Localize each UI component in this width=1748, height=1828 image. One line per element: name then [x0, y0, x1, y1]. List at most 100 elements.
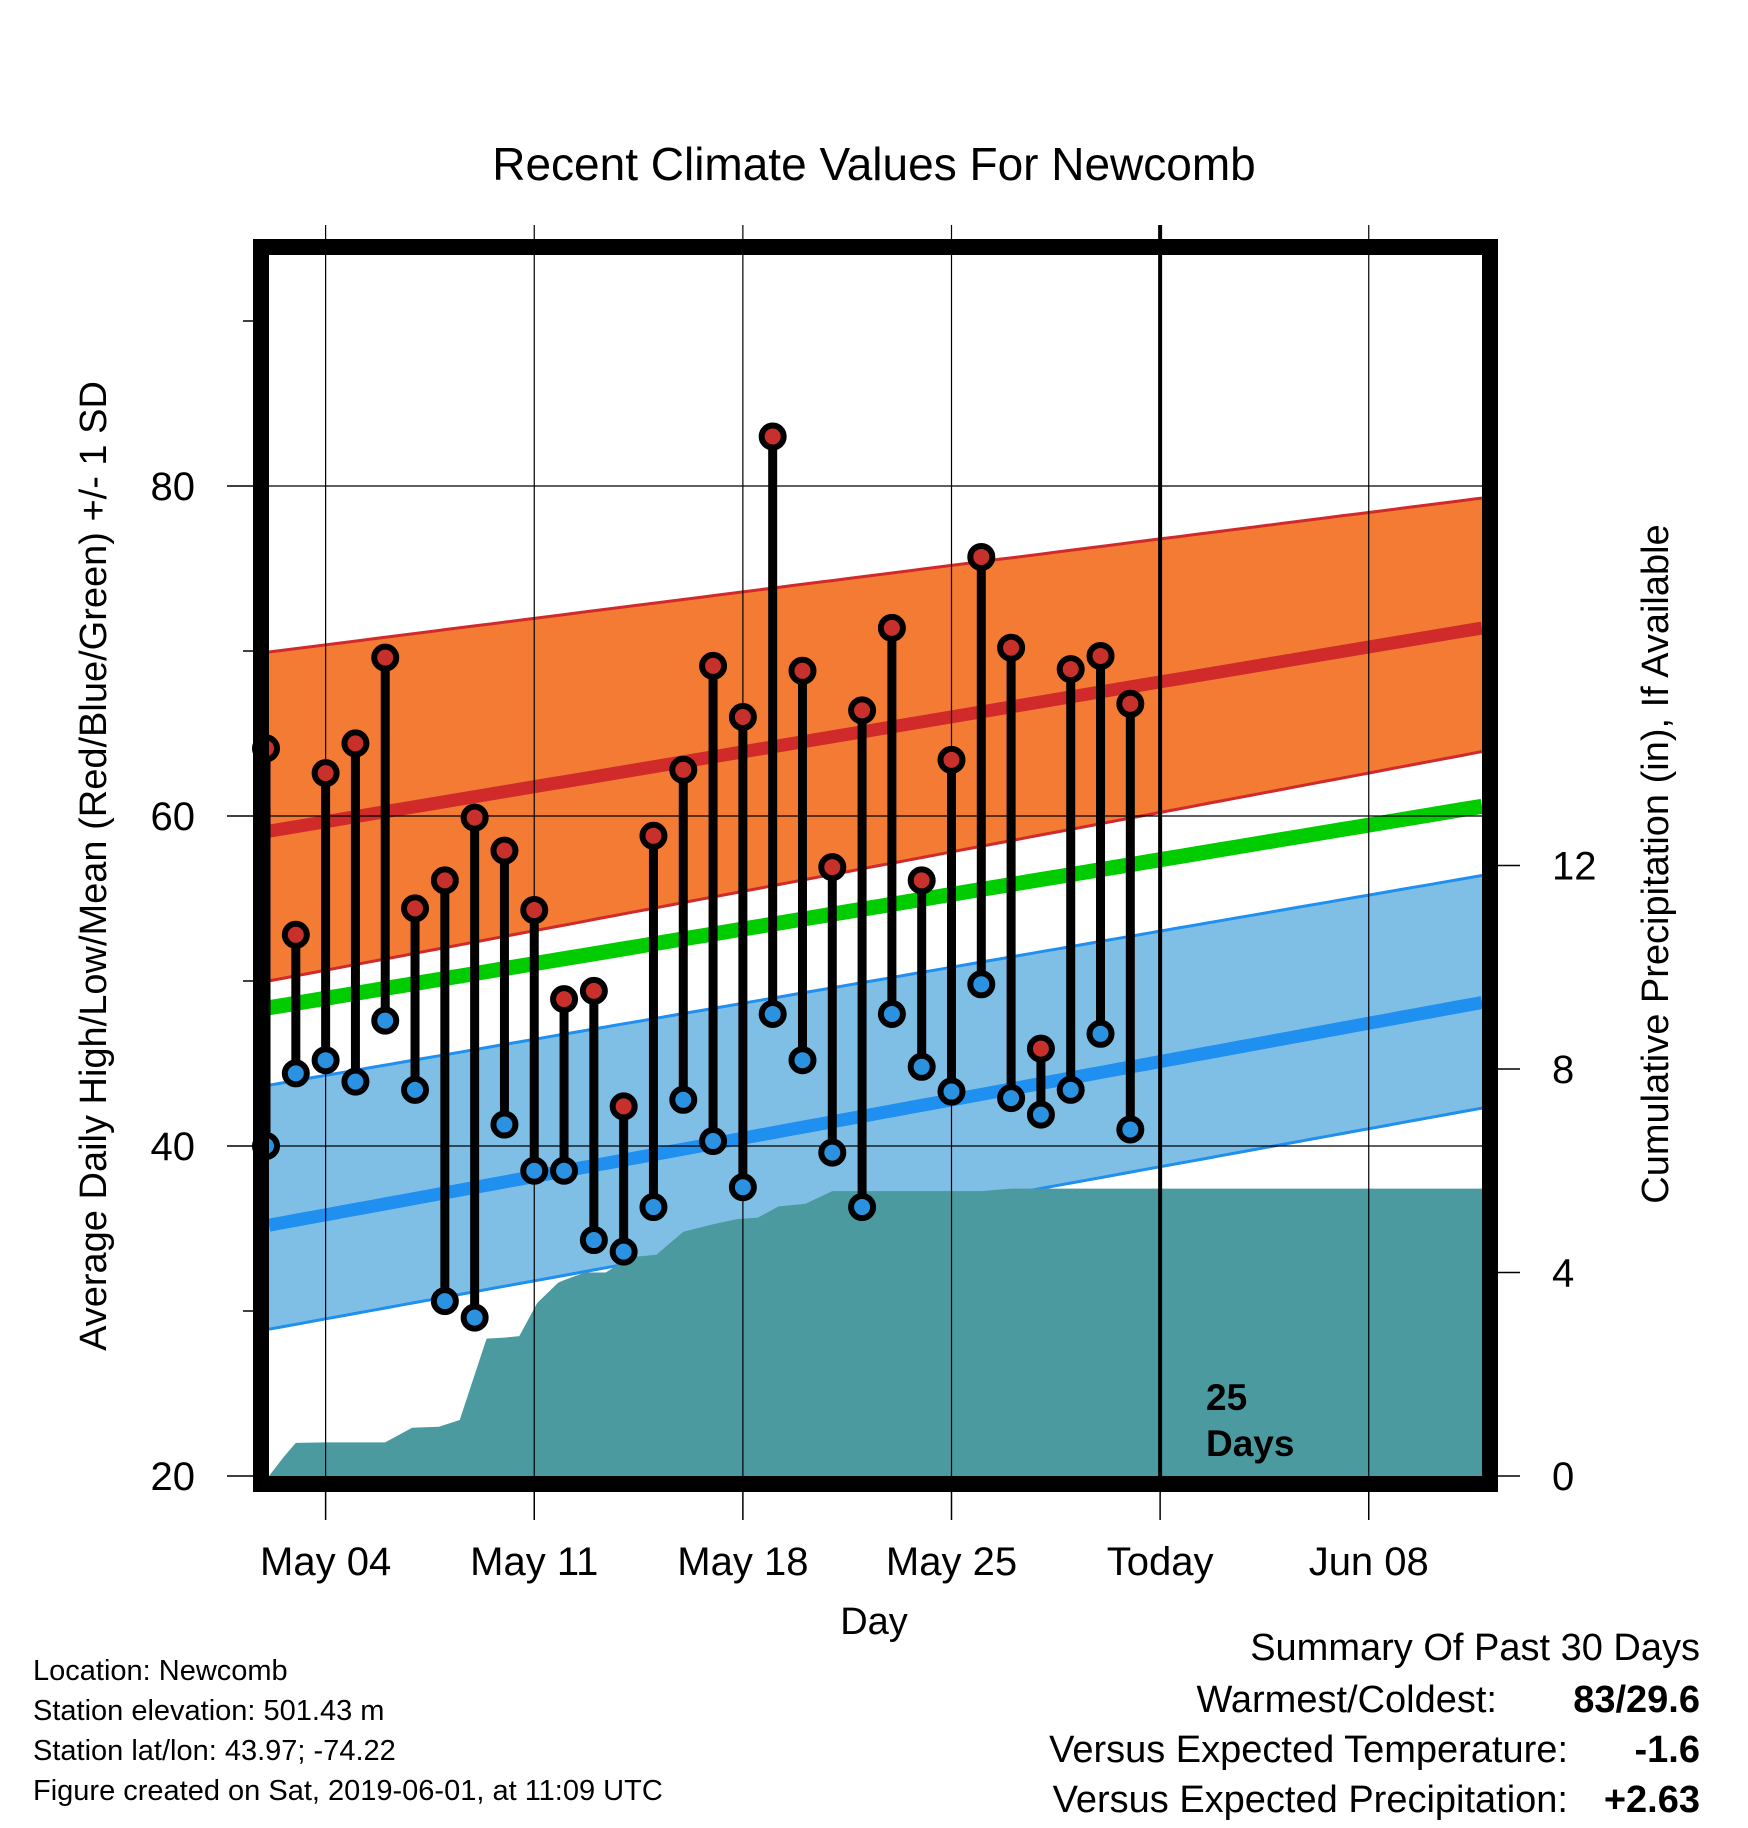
daily-high-point	[639, 821, 668, 850]
daily-low-point	[877, 1000, 906, 1028]
daily-high-point	[430, 866, 459, 895]
daily-high-point	[788, 656, 817, 685]
left-tick-label: 60	[151, 795, 196, 839]
daily-high-point	[401, 894, 430, 923]
daily-high-point	[967, 542, 996, 571]
daily-low-point	[967, 970, 996, 999]
daily-high-point	[877, 613, 906, 642]
x-tick-label: Today	[1107, 1540, 1214, 1584]
plot-frame	[253, 239, 1498, 1492]
daily-high-point	[371, 643, 400, 672]
daily-low-point	[818, 1138, 847, 1167]
daily-high-point	[1026, 1034, 1055, 1063]
x-tick-label: May 04	[260, 1540, 391, 1584]
figure-created: Figure created on Sat, 2019-06-01, at 11…	[33, 1775, 663, 1807]
x-tick-label: May 11	[470, 1540, 598, 1584]
daily-temperature-marks	[252, 422, 1145, 1332]
daily-high-point	[848, 696, 877, 725]
plot-content	[267, 496, 1484, 1476]
right-tick-label: 12	[1552, 845, 1597, 889]
daily-low-point	[937, 1077, 966, 1106]
daily-low-point	[907, 1052, 936, 1081]
temp-anomaly-value: -1.6	[1635, 1729, 1700, 1771]
x-tick-label: Jun 08	[1309, 1540, 1429, 1584]
daily-low-point	[550, 1156, 579, 1185]
daily-low-point	[699, 1127, 728, 1156]
left-tick-label: 20	[151, 1455, 196, 1499]
station-info: Location: Newcomb Station elevation: 501…	[33, 1655, 663, 1807]
daily-high-point	[997, 633, 1026, 662]
right-tick-label: 8	[1552, 1048, 1574, 1092]
daily-high-point	[281, 920, 310, 949]
high-normal-mean-line	[267, 621, 1484, 838]
daily-low-point	[341, 1067, 370, 1096]
high-band-upper-edge	[268, 496, 1483, 654]
daily-high-point	[490, 836, 519, 865]
daily-high-point	[1056, 655, 1085, 684]
daily-low-point	[728, 1173, 757, 1202]
daily-low-point	[758, 1000, 787, 1028]
daily-low-point	[401, 1075, 430, 1104]
daily-high-point	[758, 422, 787, 451]
daily-low-point	[371, 1006, 400, 1035]
daily-high-point	[669, 755, 698, 784]
daily-low-point	[609, 1237, 638, 1266]
today-days-unit: Days	[1206, 1423, 1294, 1464]
left-tick-label: 40	[151, 1125, 196, 1169]
daily-high-point	[460, 803, 489, 832]
left-tick-label: 80	[151, 465, 196, 509]
high-normal-band	[269, 498, 1482, 981]
precip-anomaly-label: Versus Expected Precipitation:	[1053, 1779, 1568, 1821]
daily-high-point	[550, 985, 579, 1014]
grid-lines	[269, 225, 1482, 1476]
daily-high-point	[728, 703, 757, 731]
station-elevation: Station elevation: 501.43 m	[33, 1695, 384, 1727]
daily-low-point	[1026, 1100, 1055, 1129]
daily-high-point	[1116, 689, 1145, 718]
daily-low-point	[1116, 1115, 1145, 1144]
daily-low-point	[1086, 1019, 1115, 1048]
y-axis-label-right: Cumulative Precipitation (in), If Availa…	[1635, 524, 1677, 1203]
station-location: Location: Newcomb	[33, 1655, 288, 1687]
daily-low-point	[430, 1287, 459, 1316]
daily-low-point	[311, 1046, 340, 1075]
daily-low-point	[579, 1226, 608, 1255]
right-tick-label: 4	[1552, 1252, 1574, 1296]
daily-low-point	[997, 1084, 1026, 1113]
x-tick-label: May 18	[677, 1540, 808, 1584]
daily-low-point	[490, 1110, 519, 1139]
daily-low-point	[460, 1303, 489, 1332]
daily-low-point	[1056, 1075, 1085, 1104]
axes: 20 40 60 80 0 4 8 12 May 04 May 11 May 18 May 25 Tod…	[151, 320, 1597, 1584]
today-days-count: 25	[1206, 1377, 1247, 1418]
low-normal-band	[269, 875, 1482, 1330]
daily-high-point	[609, 1092, 638, 1121]
daily-low-point	[639, 1193, 668, 1222]
daily-high-point	[520, 896, 549, 925]
warm-cold-value: 83/29.6	[1573, 1679, 1700, 1721]
daily-low-point	[520, 1156, 549, 1185]
x-axis-label: Day	[840, 1601, 908, 1643]
daily-high-point	[341, 729, 370, 758]
station-latlon: Station lat/lon: 43.97; -74.22	[33, 1735, 396, 1767]
daily-high-point	[579, 976, 608, 1005]
daily-high-point	[1086, 641, 1115, 670]
daily-high-point	[937, 745, 966, 774]
daily-low-point	[281, 1059, 310, 1088]
daily-low-point	[669, 1085, 698, 1114]
daily-high-point	[818, 853, 847, 882]
right-tick-label: 0	[1552, 1455, 1574, 1499]
y-axis-label-left: Average Daily High/Low/Mean (Red/Blue/Gr…	[73, 381, 115, 1351]
daily-high-point	[907, 866, 936, 895]
daily-low-point	[788, 1046, 817, 1075]
chart-title: Recent Climate Values For Newcomb	[492, 138, 1256, 190]
summary-heading: Summary Of Past 30 Days	[1250, 1627, 1700, 1669]
temp-anomaly-label: Versus Expected Temperature:	[1049, 1729, 1568, 1771]
daily-low-point	[848, 1193, 877, 1222]
cumulative-precipitation-area	[269, 1188, 1482, 1476]
daily-high-point	[699, 651, 728, 680]
warm-cold-label: Warmest/Coldest:	[1196, 1679, 1497, 1721]
x-tick-label: May 25	[886, 1540, 1017, 1584]
summary-panel: Summary Of Past 30 Days Warmest/Coldest:…	[1049, 1627, 1700, 1821]
